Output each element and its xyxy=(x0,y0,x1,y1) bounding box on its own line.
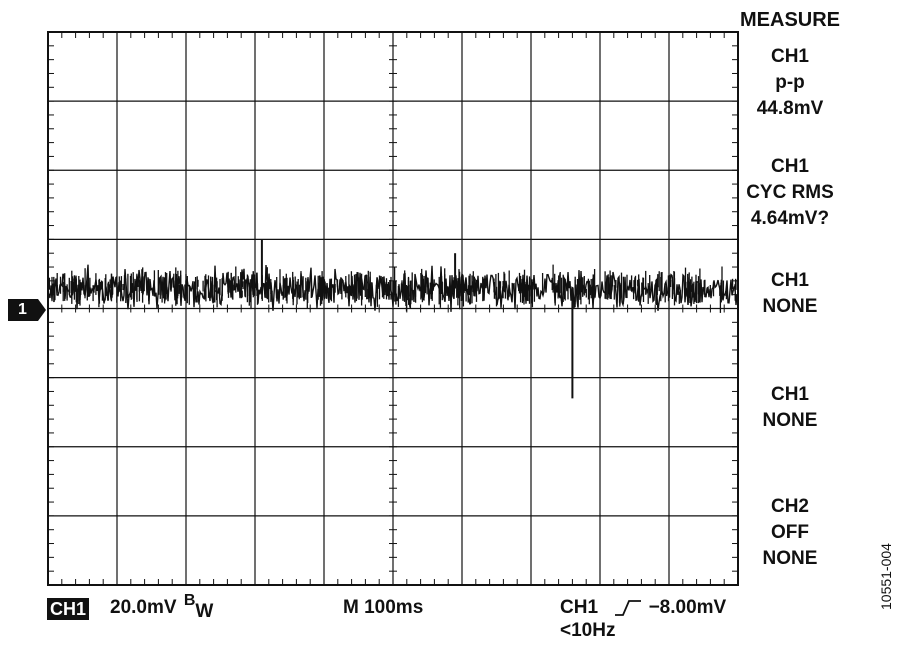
measure-line: 4.64mV? xyxy=(750,208,830,229)
vertical-scale: 20.0mV BW xyxy=(110,592,214,622)
trigger-filter: <10Hz xyxy=(560,620,616,641)
trigger-readout: CH1 −8.00mV xyxy=(560,597,726,619)
measure-block-5[interactable]: CH2 OFF NONE xyxy=(740,494,840,572)
measure-line: CH1 xyxy=(770,156,809,177)
bandwidth-w: W xyxy=(195,601,214,622)
measure-line: CH1 xyxy=(770,46,809,67)
measure-line: NONE xyxy=(762,548,818,569)
measure-line: NONE xyxy=(762,410,818,431)
timebase: M 100ms xyxy=(343,597,424,618)
ch1-marker-arrow xyxy=(8,299,46,321)
measure-block-2[interactable]: CH1 CYC RMS 4.64mV? xyxy=(740,154,840,232)
measure-title: MEASURE xyxy=(740,9,841,31)
ch1-trace xyxy=(47,239,739,399)
trigger-level: −8.00mV xyxy=(648,597,727,618)
ch1-ground-marker xyxy=(8,299,46,321)
measure-line: NONE xyxy=(762,296,818,317)
measure-panel: MEASURE CH1 p-p 44.8mV CH1 CYC RMS 4.64m… xyxy=(740,0,840,590)
measure-line: CH1 xyxy=(770,384,809,405)
graticule-grid xyxy=(47,31,739,586)
measure-line: CH2 xyxy=(770,496,809,517)
bandwidth-b: B xyxy=(183,592,196,609)
measure-line: OFF xyxy=(771,522,809,543)
measure-line: CYC RMS xyxy=(746,182,834,203)
measure-block-3[interactable]: CH1 NONE xyxy=(740,268,840,320)
channel-badge: CH1 xyxy=(47,598,90,620)
figure-id: 10551-004 xyxy=(878,543,894,610)
measure-line: p-p xyxy=(775,72,805,93)
rising-edge-icon xyxy=(615,600,642,616)
scale-value: 20.0mV xyxy=(110,597,177,618)
trigger-channel: CH1 xyxy=(560,597,599,618)
measure-line: CH1 xyxy=(770,270,809,291)
measure-block-1[interactable]: CH1 p-p 44.8mV xyxy=(740,44,840,122)
measure-block-4[interactable]: CH1 NONE xyxy=(740,382,840,434)
measure-line: 44.8mV xyxy=(756,98,824,119)
ch1-noise-trace xyxy=(47,264,739,312)
ch1-marker-label: 1 xyxy=(18,301,27,318)
